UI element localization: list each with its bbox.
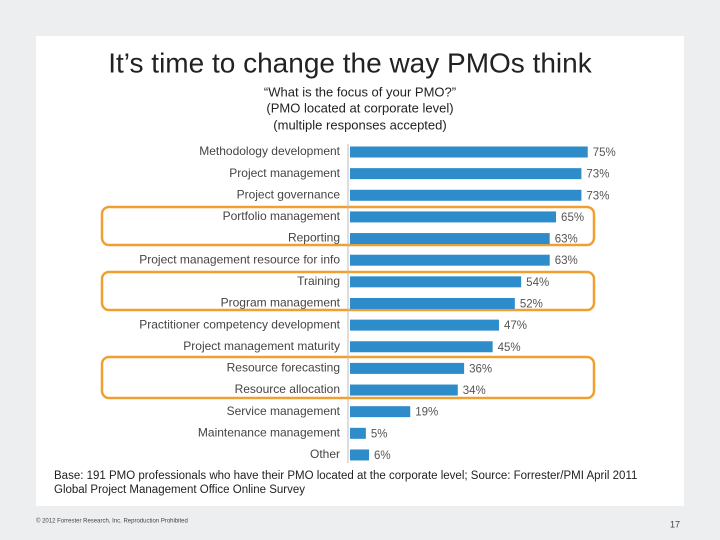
value-label: 65% xyxy=(561,212,584,224)
category-label: Project management xyxy=(229,166,340,180)
bar xyxy=(350,254,550,266)
category-label: Training xyxy=(297,274,340,288)
value-label: 63% xyxy=(555,234,578,246)
value-label: 6% xyxy=(374,450,391,462)
bar xyxy=(350,233,550,245)
value-label: 73% xyxy=(586,169,609,181)
value-label: 73% xyxy=(586,190,609,202)
value-label: 63% xyxy=(555,255,578,267)
subtitle: “What is the focus of your PMO?” xyxy=(264,84,456,99)
note: Global Project Management Office Online … xyxy=(54,484,305,496)
chart-title: It’s time to change the way PMOs think xyxy=(108,47,592,78)
bar xyxy=(350,341,493,353)
copyright: © 2012 Forrester Research, Inc. Reproduc… xyxy=(36,518,188,525)
bar xyxy=(350,362,465,374)
value-label: 45% xyxy=(498,342,521,354)
category-label: Project management resource for info xyxy=(139,252,340,266)
category-label: Methodology development xyxy=(199,144,340,158)
category-label: Practitioner competency development xyxy=(139,317,340,331)
bar xyxy=(350,211,557,223)
bar xyxy=(350,189,582,201)
bar xyxy=(350,297,515,309)
subtitle: (PMO located at corporate level) xyxy=(266,100,453,115)
bar xyxy=(350,168,582,180)
category-label: Project governance xyxy=(237,187,341,201)
value-label: 52% xyxy=(520,299,543,311)
category-label: Program management xyxy=(221,296,341,310)
value-label: 19% xyxy=(415,407,438,419)
value-label: 34% xyxy=(463,385,486,397)
bar xyxy=(350,276,522,288)
bar xyxy=(350,384,458,396)
value-label: 36% xyxy=(469,363,492,375)
value-label: 54% xyxy=(526,277,549,289)
category-label: Project management maturity xyxy=(183,339,340,353)
category-label: Portfolio management xyxy=(223,209,341,223)
page-number: 17 xyxy=(670,519,680,529)
category-label: Reporting xyxy=(288,231,340,245)
category-label: Other xyxy=(310,447,340,461)
value-label: 47% xyxy=(504,320,527,332)
note: Base: 191 PMO professionals who have the… xyxy=(54,470,637,482)
category-label: Maintenance management xyxy=(198,425,341,439)
category-label: Resource forecasting xyxy=(227,361,340,375)
bar xyxy=(350,406,411,418)
category-label: Resource allocation xyxy=(235,382,340,396)
bar xyxy=(350,146,588,158)
value-label: 5% xyxy=(371,428,388,440)
value-label: 75% xyxy=(593,147,616,159)
bar xyxy=(350,319,499,331)
subtitle: (multiple responses accepted) xyxy=(273,117,446,132)
bar xyxy=(350,449,370,461)
bar xyxy=(350,427,366,439)
category-label: Service management xyxy=(227,404,341,418)
